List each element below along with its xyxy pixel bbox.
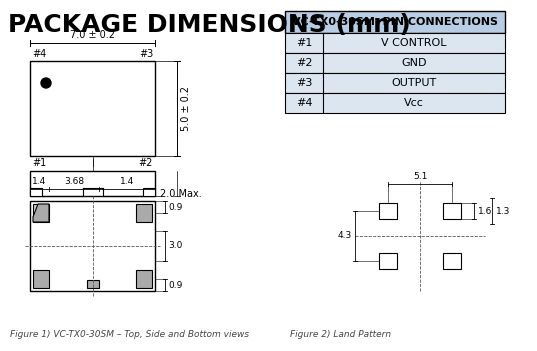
Text: GND: GND bbox=[401, 58, 427, 68]
Text: 5.1: 5.1 bbox=[413, 172, 427, 181]
FancyBboxPatch shape bbox=[33, 204, 49, 222]
Text: 1.3: 1.3 bbox=[496, 206, 510, 216]
Text: #4: #4 bbox=[32, 49, 46, 59]
Bar bbox=[285, 11, 505, 33]
Text: Figure 1) VC-TX0-30SM – Top, Side and Bottom views: Figure 1) VC-TX0-30SM – Top, Side and Bo… bbox=[10, 330, 249, 339]
Bar bbox=[30, 171, 155, 196]
Text: #1: #1 bbox=[32, 158, 46, 168]
Text: PACKAGE DIMENSIONS (mm): PACKAGE DIMENSIONS (mm) bbox=[8, 13, 411, 37]
Bar bbox=[379, 253, 397, 269]
Text: 2.0 Max.: 2.0 Max. bbox=[160, 189, 202, 199]
Text: 0.9: 0.9 bbox=[168, 280, 183, 290]
Bar bbox=[285, 93, 505, 113]
Text: Vcc: Vcc bbox=[404, 98, 424, 108]
Text: #1: #1 bbox=[296, 38, 312, 48]
Bar bbox=[285, 53, 505, 73]
Bar bbox=[143, 188, 155, 196]
Text: 1.4: 1.4 bbox=[120, 177, 134, 186]
Text: 3.68: 3.68 bbox=[64, 177, 84, 186]
Text: OUTPUT: OUTPUT bbox=[391, 78, 437, 88]
Bar bbox=[136, 270, 152, 288]
Bar bbox=[379, 203, 397, 219]
Text: #3: #3 bbox=[296, 78, 312, 88]
Text: #2: #2 bbox=[139, 158, 153, 168]
Bar bbox=[443, 253, 461, 269]
Text: 5.0 ± 0.2: 5.0 ± 0.2 bbox=[181, 86, 191, 131]
Bar bbox=[285, 73, 505, 93]
Bar bbox=[30, 188, 42, 196]
Text: 1.4: 1.4 bbox=[32, 177, 47, 186]
Circle shape bbox=[41, 78, 51, 88]
Bar bbox=[30, 201, 155, 291]
Text: 1.6: 1.6 bbox=[478, 206, 492, 216]
Text: 3.0: 3.0 bbox=[168, 241, 183, 251]
Text: 4.3: 4.3 bbox=[338, 232, 352, 240]
Text: #4: #4 bbox=[296, 98, 312, 108]
Bar bbox=[86, 280, 98, 288]
Polygon shape bbox=[33, 204, 49, 222]
Text: #3: #3 bbox=[139, 49, 153, 59]
Bar bbox=[30, 61, 155, 156]
Bar bbox=[33, 270, 49, 288]
Bar bbox=[285, 33, 505, 53]
Bar bbox=[136, 204, 152, 222]
Bar bbox=[443, 203, 461, 219]
Text: #2: #2 bbox=[296, 58, 312, 68]
Text: 0.9: 0.9 bbox=[168, 203, 183, 212]
Text: V CONTROL: V CONTROL bbox=[381, 38, 447, 48]
Text: Figure 2) Land Pattern: Figure 2) Land Pattern bbox=[290, 330, 391, 339]
Text: VC-TX0-30SM  PIN CONNECTIONS: VC-TX0-30SM PIN CONNECTIONS bbox=[292, 17, 498, 27]
Text: 7.0 ± 0.2: 7.0 ± 0.2 bbox=[70, 30, 115, 40]
